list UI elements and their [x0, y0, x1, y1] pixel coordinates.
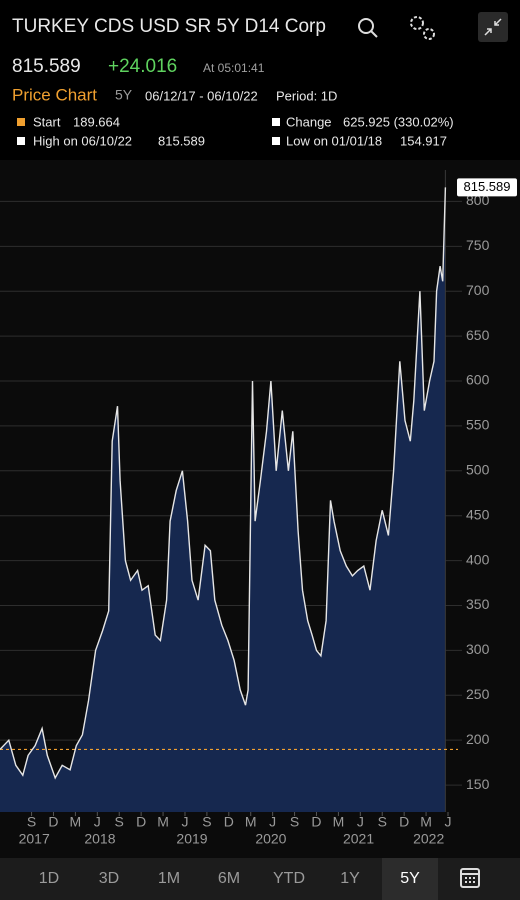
x-tick-label: D — [48, 814, 58, 830]
x-tick-label: S — [27, 814, 36, 830]
x-year-label: 2020 — [255, 831, 286, 847]
x-tick-label: M — [245, 814, 257, 830]
x-year-label: 2022 — [413, 831, 444, 847]
last-value-box — [457, 178, 517, 197]
nav-bar — [0, 858, 520, 900]
x-year-label: 2018 — [84, 831, 115, 847]
stat-value: 189.664 — [73, 114, 120, 129]
y-tick-label: 650 — [466, 327, 490, 343]
stat-value: 815.589 — [158, 133, 205, 148]
y-tick-label: 600 — [466, 372, 490, 388]
dates: 06/12/17 - 06/10/22 — [145, 88, 258, 103]
x-tick-label: M — [157, 814, 169, 830]
x-tick-label: S — [202, 814, 211, 830]
y-tick-label: 200 — [466, 731, 490, 747]
legend-swatch — [17, 118, 25, 126]
x-tick-label: M — [333, 814, 345, 830]
y-tick-label: 300 — [466, 641, 490, 657]
calendar-icon[interactable] — [460, 868, 480, 888]
search-icon[interactable] — [358, 18, 378, 38]
nav-button[interactable]: 3D — [99, 870, 119, 887]
x-tick-label: S — [378, 814, 387, 830]
nav-selected — [382, 858, 438, 900]
x-tick-label: M — [420, 814, 432, 830]
y-tick-label: 500 — [466, 462, 490, 478]
y-tick-label: 150 — [466, 776, 490, 792]
y-tick-label: 350 — [466, 596, 490, 612]
y-tick-label: 400 — [466, 551, 490, 567]
nav-button[interactable]: 5Y — [400, 870, 420, 887]
legend-swatch — [272, 118, 280, 126]
stat-label: Change — [286, 114, 332, 129]
plot: 150 200 250 300 350 400 450 500 550 600 650 700 750 8… — [0, 170, 517, 847]
period: Period: 1D — [276, 88, 337, 103]
nav-button[interactable]: 1D — [39, 870, 59, 887]
x-tick-label: J — [357, 814, 364, 830]
stat-label: Low on 01/01/18 — [286, 133, 382, 148]
nav-button[interactable]: 1Y — [340, 870, 360, 887]
y-tick-label: 250 — [466, 686, 490, 702]
nav-button[interactable]: 1M — [158, 870, 180, 887]
collapse-icon[interactable] — [478, 12, 508, 42]
time: At 05:01:41 — [203, 61, 265, 75]
range: 5Y — [115, 87, 133, 103]
legend-swatch — [272, 137, 280, 145]
last-price: 815.589 — [12, 56, 81, 77]
nav-button[interactable]: 6M — [218, 870, 240, 887]
settings-icon[interactable] — [410, 16, 435, 40]
stat-label: Start — [33, 114, 61, 129]
x-tick-label: D — [224, 814, 234, 830]
net-change: +24.016 — [108, 56, 177, 77]
y-tick-label: 550 — [466, 417, 490, 433]
tab[interactable]: Price Chart — [12, 85, 97, 104]
y-tick-label: 450 — [466, 506, 490, 522]
stat-value: 154.917 — [400, 133, 447, 148]
x-tick-label: D — [399, 814, 409, 830]
x-tick-label: S — [115, 814, 124, 830]
area-fill — [0, 187, 446, 812]
title: TURKEY CDS USD SR 5Y D14 Corp — [12, 16, 326, 37]
x-tick-label: D — [311, 814, 321, 830]
nav-button[interactable]: YTD — [273, 870, 305, 887]
y-tick-label: 750 — [466, 237, 490, 253]
x-tick-label: M — [70, 814, 82, 830]
y-tick-label: 700 — [466, 282, 490, 298]
legend-swatch — [17, 137, 25, 145]
x-tick-label: J — [444, 814, 451, 830]
stat-label: High on 06/10/22 — [33, 133, 132, 148]
x-year-label: 2019 — [176, 831, 207, 847]
last-value-label: 815.589 — [464, 179, 511, 194]
x-tick-label: D — [136, 814, 146, 830]
x-year-label: 2017 — [19, 831, 50, 847]
price-line — [0, 187, 447, 780]
stat-value: 625.925 (330.02%) — [343, 114, 454, 129]
x-tick-label: J — [94, 814, 101, 830]
x-tick-label: J — [269, 814, 276, 830]
x-tick-label: J — [181, 814, 188, 830]
x-year-label: 2021 — [343, 831, 374, 847]
x-tick-label: S — [290, 814, 299, 830]
